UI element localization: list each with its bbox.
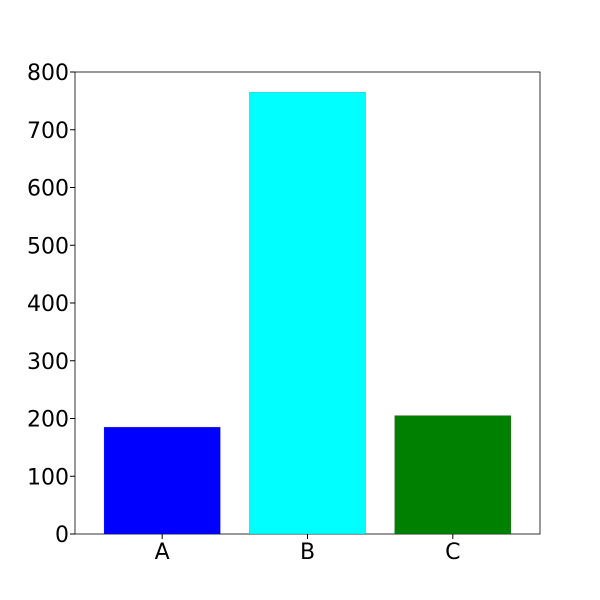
y-tick-label: 400: [27, 292, 69, 317]
bar-b: [249, 91, 366, 535]
x-tick-label: C: [445, 540, 460, 565]
y-tick-label: 0: [55, 523, 69, 548]
bar-a: [103, 426, 221, 535]
y-tick-label: 700: [27, 119, 69, 144]
x-tick-label: A: [155, 540, 170, 565]
y-tick-label: 300: [27, 350, 69, 375]
bars-group: [103, 91, 512, 535]
y-tick-label: 100: [27, 465, 69, 490]
y-axis: 0 100 200 300 400 500 600 700 800: [27, 61, 75, 548]
y-tick-label: 600: [27, 177, 69, 202]
bar-c: [394, 415, 512, 535]
y-tick-label: 500: [27, 234, 69, 259]
x-axis: A B C: [155, 534, 461, 565]
x-tick-label: B: [300, 540, 315, 565]
y-tick-label: 800: [27, 61, 69, 86]
y-tick-label: 200: [27, 408, 69, 433]
